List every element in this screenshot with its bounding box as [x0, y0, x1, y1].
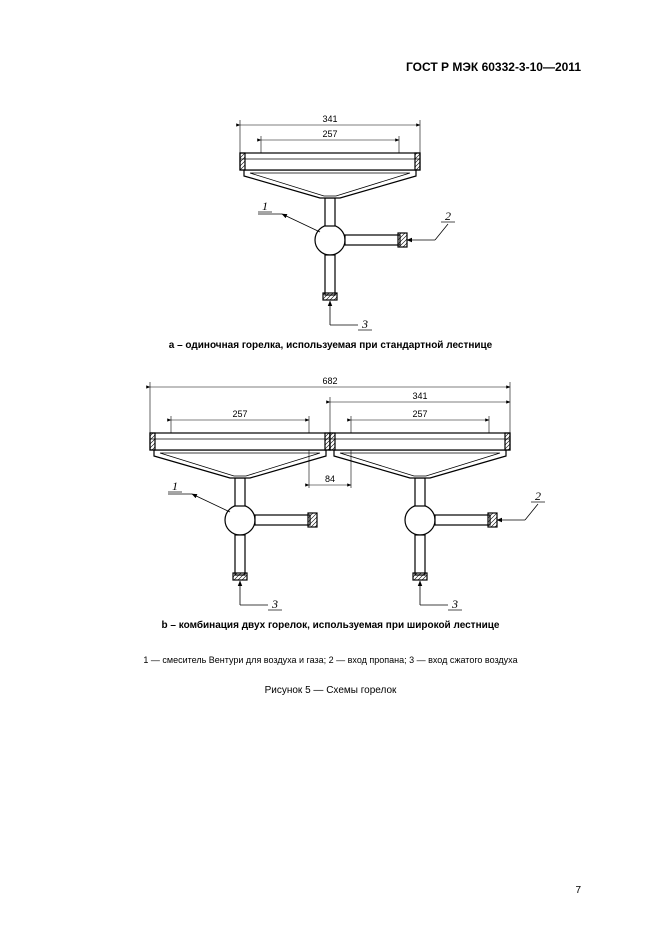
- dim-b-inner-r: 257: [412, 409, 427, 419]
- caption-a: a – одиночная горелка, используемая при …: [0, 340, 661, 351]
- burner-b-left: [150, 433, 330, 580]
- page-number: 7: [575, 885, 581, 896]
- page: ГОСТ Р МЭК 60332-3-10—2011: [0, 0, 661, 936]
- label-a-1: 1: [262, 199, 268, 213]
- figure-a: 341 257 1 2 3: [0, 110, 661, 340]
- legend: 1 — смеситель Вентури для воздуха и газа…: [0, 655, 661, 665]
- label-b-1: 1: [172, 479, 178, 493]
- dim-b-outer: 341: [412, 391, 427, 401]
- figure-b: 682 341 257 257 84 1 2 3: [0, 370, 661, 620]
- legend-text: 1 — смеситель Вентури для воздуха и газа…: [143, 655, 517, 665]
- label-a-2: 2: [445, 209, 451, 223]
- label-a-3: 3: [361, 317, 368, 331]
- dim-b-inner-l: 257: [232, 409, 247, 419]
- burner-a: [240, 153, 420, 300]
- caption-b: b – комбинация двух горелок, используема…: [0, 620, 661, 631]
- dim-a-outer: 341: [322, 114, 337, 124]
- dim-b-total: 682: [322, 376, 337, 386]
- dim-b-gap: 84: [325, 474, 335, 484]
- document-header: ГОСТ Р МЭК 60332-3-10—2011: [406, 60, 581, 74]
- label-b-3l: 3: [271, 597, 278, 611]
- label-b-2: 2: [535, 489, 541, 503]
- burner-b-right: [330, 433, 510, 580]
- label-b-3r: 3: [451, 597, 458, 611]
- dim-a-inner: 257: [322, 129, 337, 139]
- figure-caption: Рисунок 5 — Схемы горелок: [0, 685, 661, 696]
